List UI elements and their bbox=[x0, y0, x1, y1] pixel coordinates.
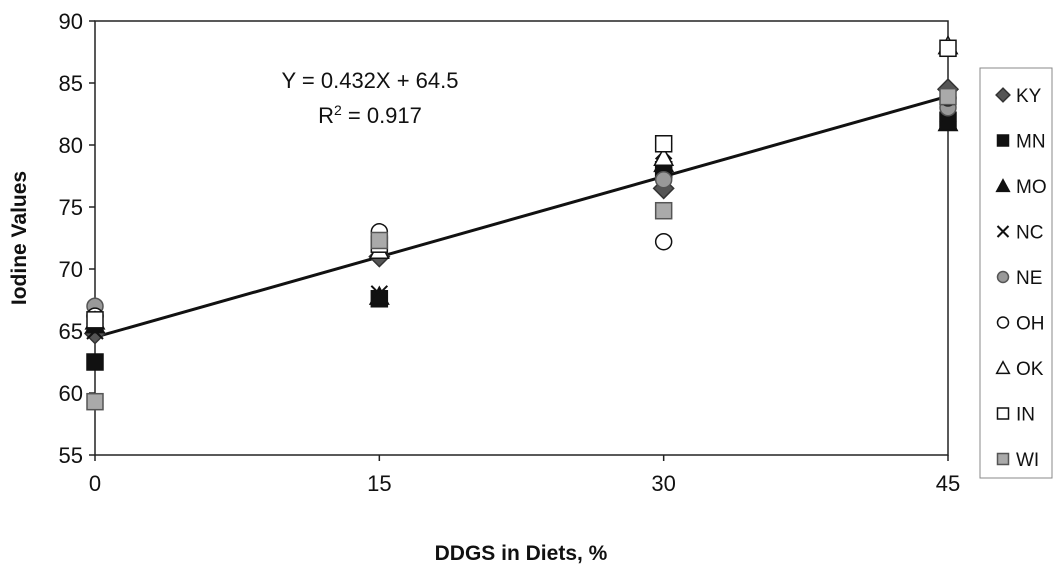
point-mn bbox=[86, 353, 104, 371]
legend-label-mn: MN bbox=[1016, 132, 1046, 153]
y-tick-label: 65 bbox=[59, 319, 83, 344]
legend-marker-mn bbox=[996, 134, 1010, 147]
legend-label-ky: KY bbox=[1016, 86, 1042, 107]
legend-label-wi: WI bbox=[1016, 450, 1039, 471]
x-marker-stroke bbox=[370, 285, 389, 303]
x-axis-ticks: 0 15 30 45 bbox=[89, 455, 960, 496]
point-wi bbox=[654, 201, 673, 220]
legend-label-ne: NE bbox=[1016, 268, 1042, 289]
y-tick-label: 80 bbox=[59, 133, 83, 158]
x-axis-title: DDGS in Diets, % bbox=[435, 542, 608, 565]
r2-value: = 0.917 bbox=[342, 103, 422, 128]
legend-label-oh: OH bbox=[1016, 314, 1045, 335]
legend-label-mo: MO bbox=[1016, 177, 1047, 198]
point-mo bbox=[937, 111, 959, 132]
legend-marker-ok bbox=[995, 360, 1011, 375]
legend-marker-mo bbox=[995, 178, 1011, 193]
legend-label-nc: NC bbox=[1016, 223, 1043, 244]
trendline-group bbox=[94, 94, 949, 339]
legend-marker-nc bbox=[996, 225, 1010, 238]
legend-label-ok: OK bbox=[1016, 359, 1044, 380]
y-tick-label: 75 bbox=[59, 195, 83, 220]
x-marker-stroke bbox=[996, 225, 1010, 238]
data-points bbox=[83, 35, 960, 411]
point-wi bbox=[86, 392, 104, 411]
legend-box bbox=[979, 67, 1053, 479]
point-ne bbox=[654, 170, 673, 189]
y-axis-ticks: 55 60 65 70 75 80 85 90 bbox=[59, 9, 95, 468]
legend-marker-wi bbox=[996, 452, 1010, 466]
legend-marker-ne bbox=[996, 270, 1010, 284]
point-mo bbox=[368, 285, 390, 305]
legend-marker-ky bbox=[995, 87, 1011, 103]
plot-area bbox=[94, 20, 949, 456]
x-tick-label: 45 bbox=[936, 471, 960, 496]
point-in bbox=[86, 311, 104, 329]
point-wi bbox=[939, 87, 957, 106]
r2-prefix: R bbox=[318, 103, 334, 128]
point-ok bbox=[653, 146, 675, 166]
legend: KY MN MO NC NE OH OK IN WI bbox=[979, 67, 1053, 479]
y-tick-label: 90 bbox=[59, 9, 83, 34]
equation-annotation: Y = 0.432X + 64.5 bbox=[282, 68, 459, 93]
point-wi bbox=[370, 231, 389, 250]
legend-items: KY MN MO NC NE OH OK IN WI bbox=[995, 86, 1047, 471]
y-tick-label: 85 bbox=[59, 71, 83, 96]
y-tick-label: 70 bbox=[59, 257, 83, 282]
legend-label-in: IN bbox=[1016, 405, 1035, 426]
point-oh bbox=[654, 232, 673, 251]
y-axis-title: Iodine Values bbox=[8, 171, 31, 305]
point-in bbox=[939, 39, 957, 58]
x-tick-label: 0 bbox=[89, 471, 101, 496]
x-tick-label: 15 bbox=[367, 471, 391, 496]
point-in bbox=[654, 135, 673, 153]
r2-annotation: R2 = 0.917 bbox=[318, 102, 422, 128]
legend-marker-in bbox=[996, 407, 1010, 420]
x-tick-label: 30 bbox=[651, 471, 675, 496]
r2-superscript: 2 bbox=[334, 102, 342, 118]
legend-marker-oh bbox=[996, 316, 1010, 329]
y-tick-label: 60 bbox=[59, 381, 83, 406]
point-nc bbox=[370, 285, 389, 303]
trendline bbox=[94, 94, 949, 339]
y-tick-label: 55 bbox=[59, 443, 83, 468]
